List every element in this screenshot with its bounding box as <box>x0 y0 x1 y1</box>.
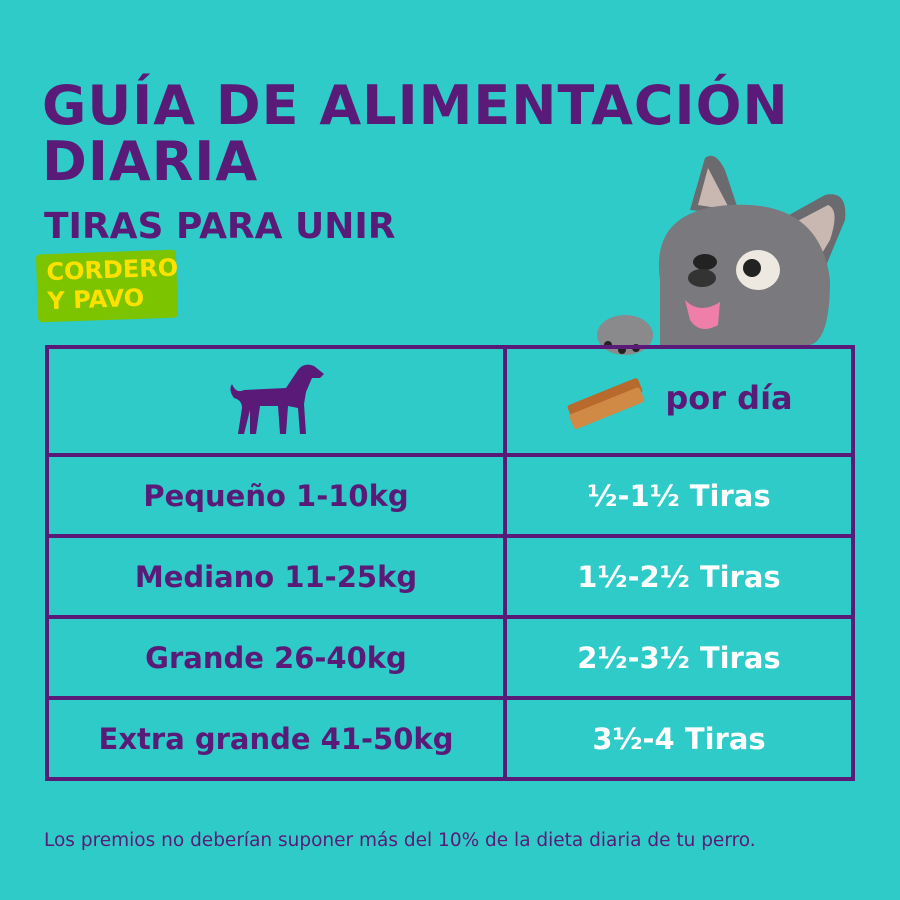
table-row: Grande 26-40kg 2½-3½ Tiras <box>45 615 855 700</box>
dog-size-cell: Pequeño 1-10kg <box>45 453 507 538</box>
flavor-badge: CORDERO Y PAVO <box>35 249 179 323</box>
dog-illustration <box>597 155 846 355</box>
page-title: GUÍA DE ALIMENTACIÓN DIARIA <box>42 78 789 190</box>
title-line-1: GUÍA DE ALIMENTACIÓN <box>42 74 789 137</box>
dog-size-cell: Mediano 11-25kg <box>45 534 507 619</box>
amount-cell: 2½-3½ Tiras <box>503 615 855 700</box>
table-row: Pequeño 1-10kg ½-1½ Tiras <box>45 453 855 538</box>
subtitle: TIRAS PARA UNIR <box>44 206 396 247</box>
feeding-table: por día Pequeño 1-10kg ½-1½ Tiras Mediano… <box>45 345 855 781</box>
dog-size-cell: Extra grande 41-50kg <box>45 696 507 781</box>
amount-cell: 1½-2½ Tiras <box>503 534 855 619</box>
dog-silhouette-icon <box>230 364 324 434</box>
treat-strips-icon <box>568 377 645 429</box>
badge-line-1: CORDERO <box>45 253 179 287</box>
per-day-label: por día <box>665 378 793 417</box>
title-line-2: DIARIA <box>42 130 259 193</box>
table-row: Mediano 11-25kg 1½-2½ Tiras <box>45 534 855 619</box>
amount-cell: 3½-4 Tiras <box>503 696 855 781</box>
table-row: Extra grande 41-50kg 3½-4 Tiras <box>45 696 855 781</box>
badge-line-2: Y PAVO <box>47 283 145 316</box>
footer-note: Los premios no deberían suponer más del … <box>44 830 756 851</box>
per-day-column-header: por día <box>503 345 855 457</box>
dog-size-cell: Grande 26-40kg <box>45 615 507 700</box>
amount-cell: ½-1½ Tiras <box>503 453 855 538</box>
dog-column-header <box>45 345 507 457</box>
table-header-row: por día <box>45 345 855 457</box>
